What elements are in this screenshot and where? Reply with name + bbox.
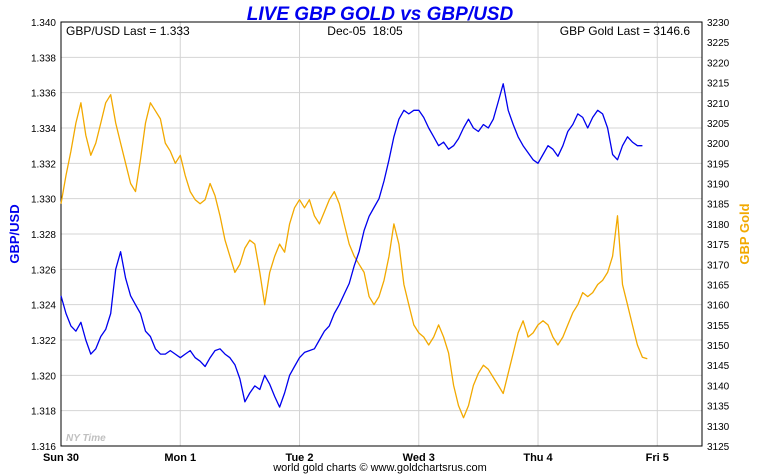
right-tick-label: 3170 xyxy=(707,260,730,271)
left-tick-label: 1.334 xyxy=(31,124,56,135)
plot-frame xyxy=(60,21,703,447)
right-tick-label: 3220 xyxy=(707,58,730,69)
left-tick-label: 1.320 xyxy=(31,371,56,382)
x-tick-label: Tue 2 xyxy=(286,452,314,464)
left-tick-label: 1.316 xyxy=(31,442,56,453)
series-line-gbp-usd xyxy=(60,83,643,408)
right-tick-label: 3175 xyxy=(707,240,730,251)
left-tick-label: 1.328 xyxy=(31,230,56,241)
right-tick-label: 3200 xyxy=(707,139,730,150)
right-tick-label: 3230 xyxy=(707,18,730,29)
right-tick-label: 3150 xyxy=(707,341,730,352)
x-axis-ticks: Sun 30 Mon 1 Tue 2 Wed 3 Thu 4 Fri 5 xyxy=(43,452,669,464)
watermark: NY Time xyxy=(66,433,106,444)
left-tick-label: 1.318 xyxy=(31,407,56,418)
right-tick-label: 3210 xyxy=(707,99,730,110)
x-tick-label: Wed 3 xyxy=(403,452,435,464)
left-axis-ticks: 1.316 1.318 1.320 1.322 1.324 1.326 1.328 1.330… xyxy=(31,18,56,453)
x-tick-label: Fri 5 xyxy=(646,452,669,464)
footer: world gold charts © www.goldchartsrus.co… xyxy=(272,462,487,474)
header-left: GBP/USD Last = 1.333 xyxy=(66,24,190,38)
series-layer xyxy=(60,83,648,419)
right-tick-label: 3195 xyxy=(707,159,730,170)
left-tick-label: 1.324 xyxy=(31,301,56,312)
right-tick-label: 3145 xyxy=(707,361,730,372)
series-line-gbp-gold xyxy=(60,94,648,419)
right-tick-label: 3225 xyxy=(707,38,730,49)
left-tick-label: 1.338 xyxy=(31,53,56,64)
left-tick-label: 1.326 xyxy=(31,265,56,276)
right-tick-label: 3215 xyxy=(707,79,730,90)
right-tick-label: 3180 xyxy=(707,220,730,231)
right-tick-label: 3185 xyxy=(707,200,730,211)
left-tick-label: 1.336 xyxy=(31,89,56,100)
right-tick-label: 3205 xyxy=(707,119,730,130)
right-tick-label: 3155 xyxy=(707,321,730,332)
left-axis-label: GBP/USD xyxy=(7,204,22,263)
right-tick-label: 3130 xyxy=(707,422,730,433)
chart-title: LIVE GBP GOLD vs GBP/USD xyxy=(247,4,514,25)
right-tick-label: 3140 xyxy=(707,381,730,392)
left-tick-label: 1.332 xyxy=(31,159,56,170)
right-tick-label: 3190 xyxy=(707,180,730,191)
right-axis-label: GBP Gold xyxy=(737,203,752,264)
right-tick-label: 3135 xyxy=(707,402,730,413)
x-tick-label: Mon 1 xyxy=(164,452,196,464)
right-tick-label: 3160 xyxy=(707,301,730,312)
right-axis-ticks: 3125 3130 3135 3140 3145 3150 3155 3160 3165 3170… xyxy=(707,18,730,453)
header-right: GBP Gold Last = 3146.6 xyxy=(560,24,691,38)
right-tick-label: 3125 xyxy=(707,442,730,453)
x-tick-label: Sun 30 xyxy=(43,452,79,464)
left-tick-label: 1.330 xyxy=(31,195,56,206)
right-tick-label: 3165 xyxy=(707,280,730,291)
left-tick-label: 1.322 xyxy=(31,336,56,347)
grid xyxy=(60,21,702,447)
header-center: Dec-05 18:05 xyxy=(327,24,403,38)
x-tick-label: Thu 4 xyxy=(523,452,553,464)
left-tick-label: 1.340 xyxy=(31,18,56,29)
